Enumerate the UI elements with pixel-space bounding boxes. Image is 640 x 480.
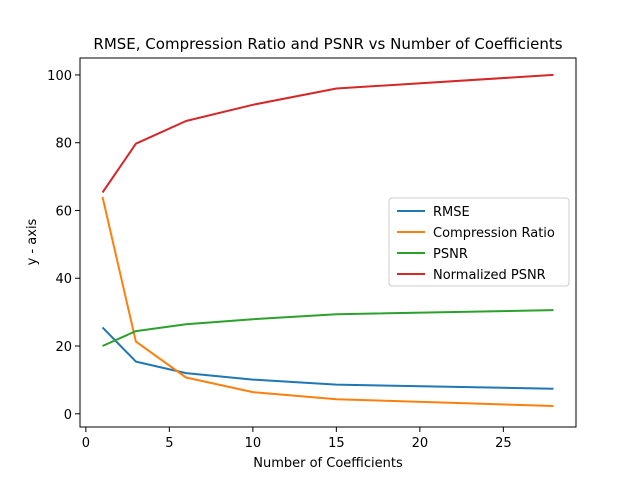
legend-label: Compression Ratio — [433, 226, 555, 241]
legend-label: PSNR — [433, 247, 468, 262]
chart-title: RMSE, Compression Ratio and PSNR vs Numb… — [93, 35, 562, 53]
legend-label: Normalized PSNR — [433, 268, 546, 283]
series-line-compression-ratio — [101, 196, 554, 407]
x-tick-label: 0 — [82, 436, 90, 451]
x-tick-label: 5 — [165, 436, 173, 451]
series-line-psnr — [102, 309, 554, 347]
series-line-normalized-psnr — [101, 73, 554, 194]
x-tick-label: 15 — [328, 436, 345, 451]
y-tick-label: 60 — [55, 204, 72, 219]
legend-box — [388, 197, 570, 287]
x-axis-label: Number of Coefficients — [253, 456, 403, 471]
x-tick-label: 10 — [245, 436, 262, 451]
y-tick-label: 40 — [55, 272, 72, 287]
x-tick-label: 20 — [412, 436, 429, 451]
legend-label: RMSE — [433, 205, 470, 220]
y-tick-label: 100 — [47, 69, 72, 84]
y-axis: 0 20 40 60 80 100 — [47, 69, 80, 423]
series-line-rmse — [101, 326, 554, 390]
x-axis: 0 5 10 15 20 25 — [82, 427, 512, 451]
y-tick-label: 20 — [55, 340, 72, 355]
y-tick-label: 80 — [55, 137, 72, 152]
y-axis-label: y - axis — [25, 218, 40, 265]
plot-area — [79, 57, 577, 428]
legend: RMSE Compression Ratio PSNR Normalized PSNR — [388, 197, 570, 287]
y-tick-label: 0 — [64, 408, 72, 423]
series-lines — [101, 73, 554, 407]
x-tick-label: 25 — [495, 436, 512, 451]
